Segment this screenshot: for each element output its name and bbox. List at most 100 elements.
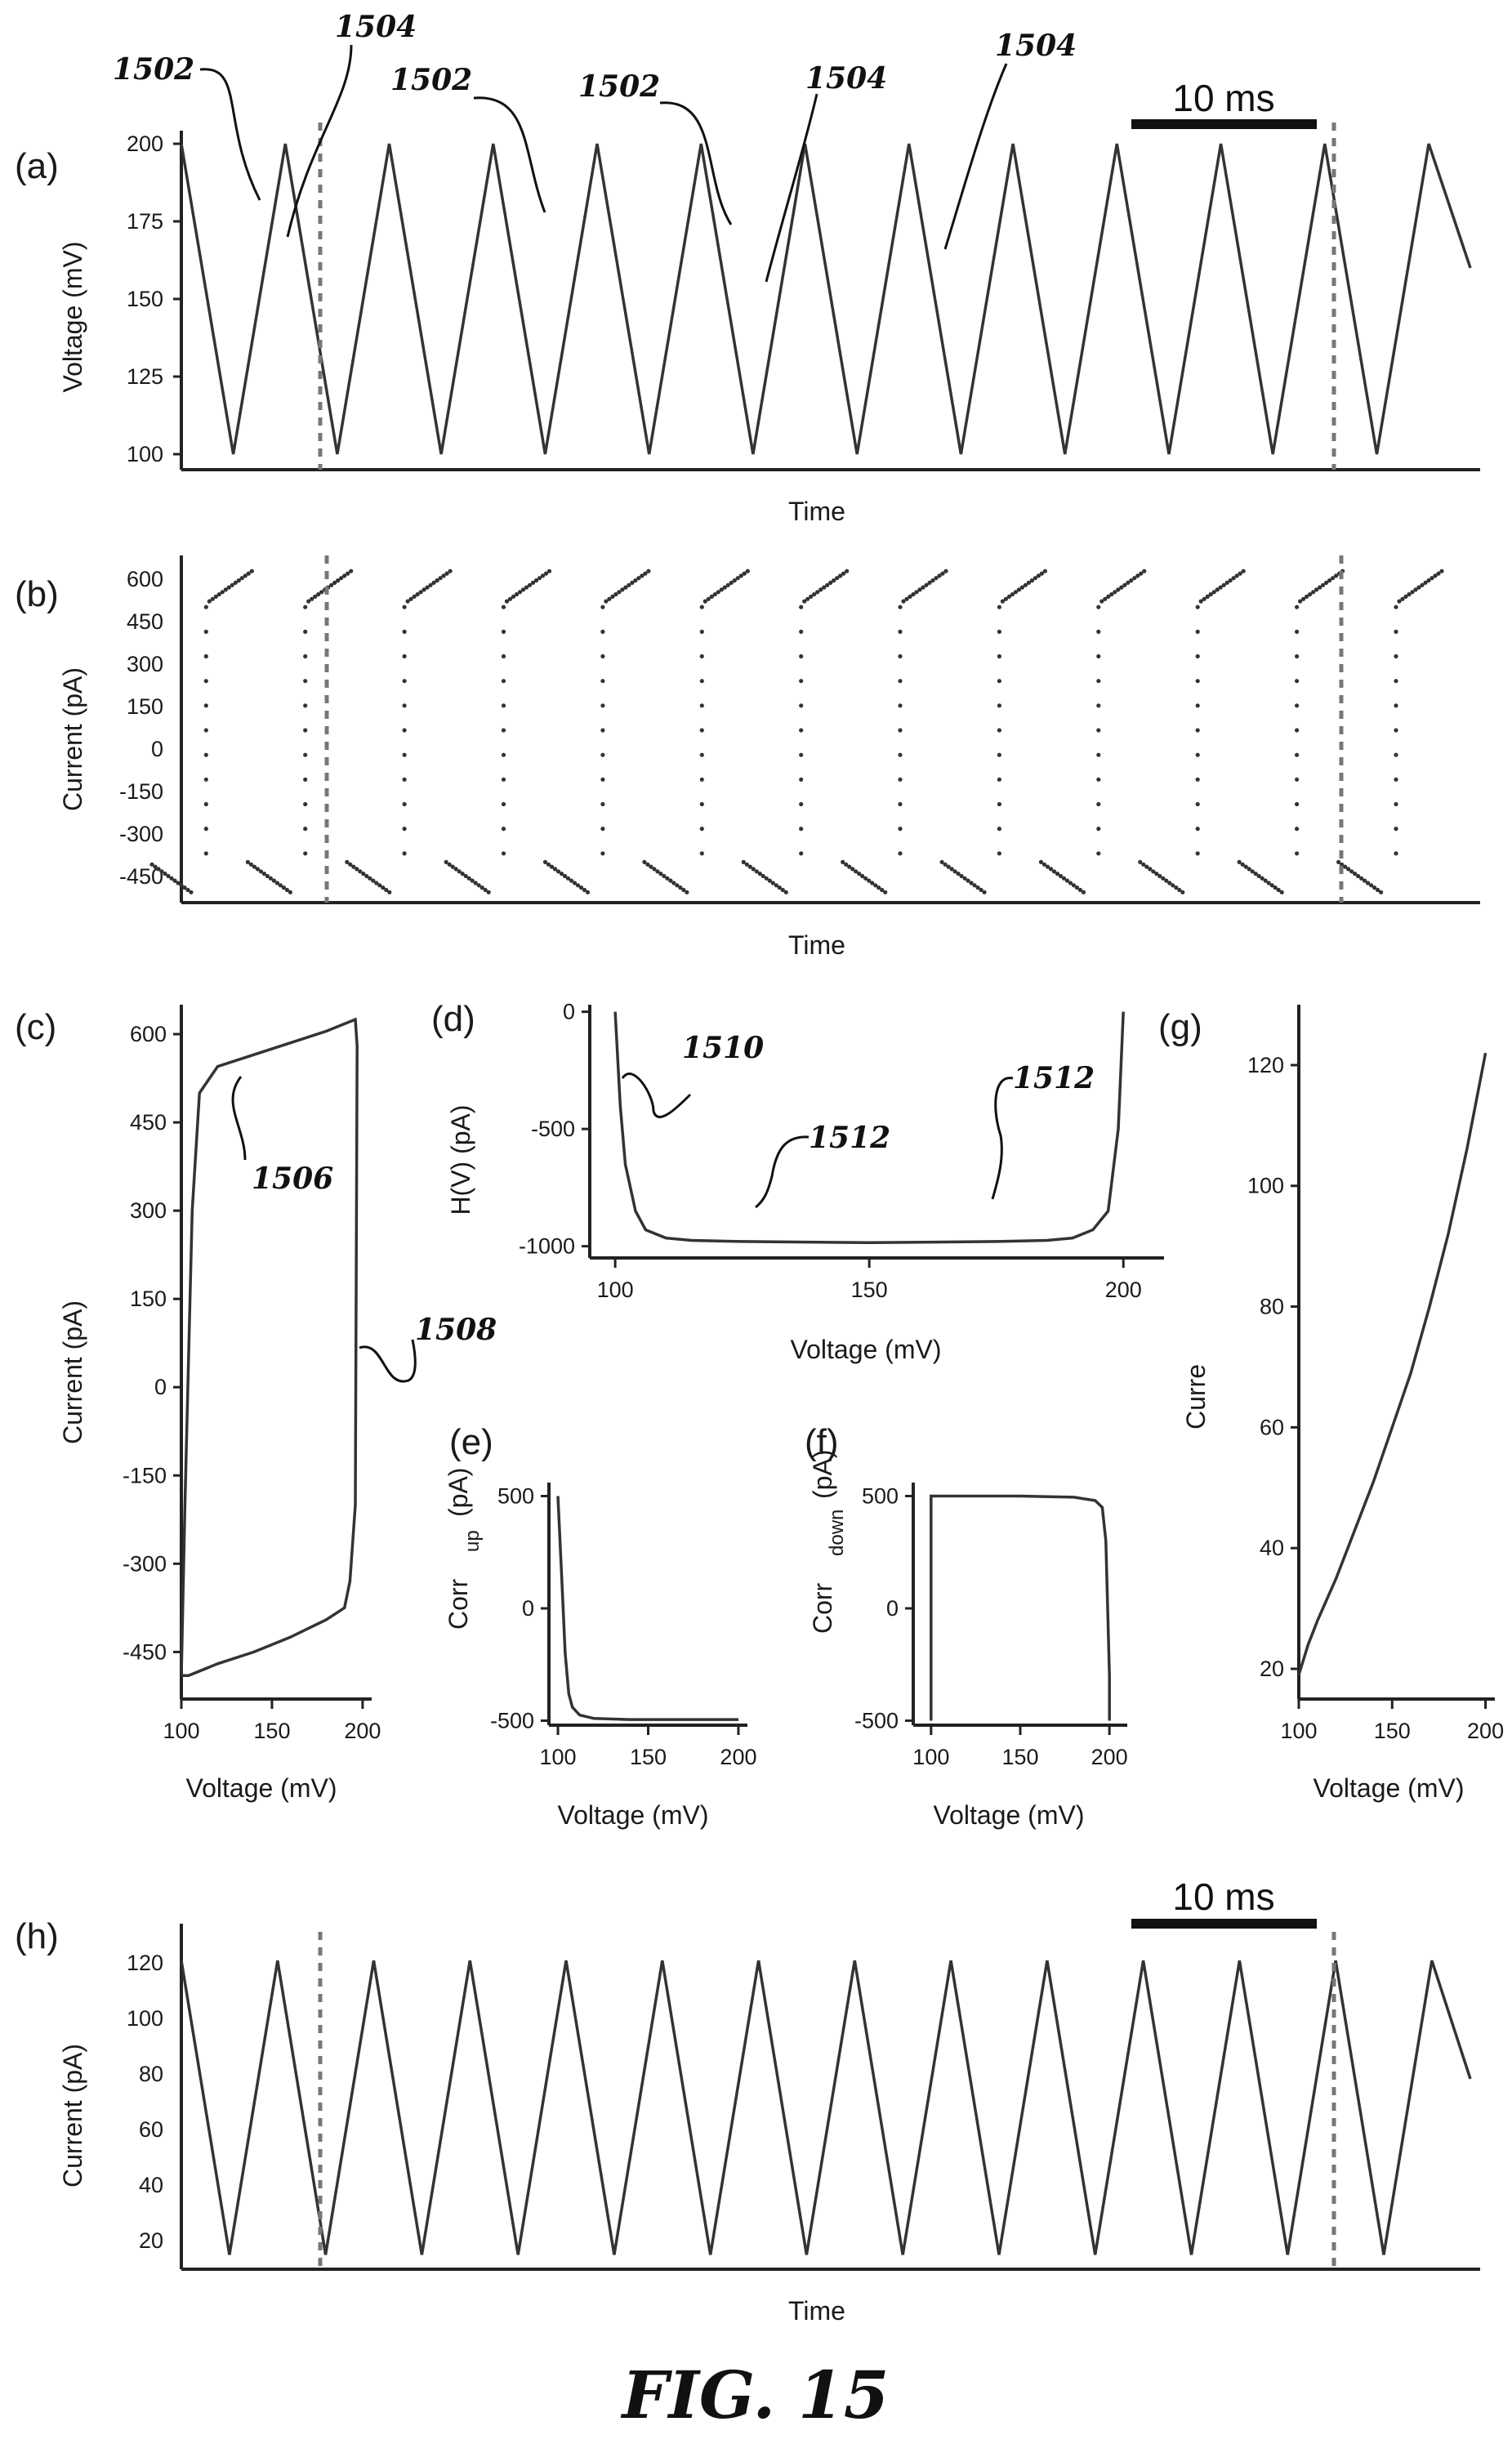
panel-b-point: [288, 890, 292, 894]
panel-b-point: [1331, 576, 1336, 581]
panel-b-point: [1231, 576, 1236, 581]
panel-b-point: [239, 576, 244, 581]
panel-b-point: [329, 582, 334, 587]
y-tick-label: 100: [1247, 1174, 1284, 1198]
panel-b-point: [582, 887, 587, 893]
y-tick-label: 150: [130, 1287, 167, 1311]
panel-b-point: [1295, 653, 1300, 659]
panel-b-point: [699, 604, 704, 609]
panel-b-point: [303, 728, 308, 733]
ref-1502: 1502: [578, 69, 660, 104]
panel-b-point: [1045, 864, 1050, 869]
panel-b-point: [303, 604, 308, 609]
panel-b-point: [600, 777, 605, 782]
panel-b-point: [699, 851, 704, 856]
panel-b-point: [600, 629, 605, 635]
panel-b-point: [1263, 878, 1268, 883]
panel-b-point: [1439, 569, 1444, 573]
panel-c: (c) Current (pA) Voltage (mV) 100 150 200 6…: [15, 1005, 497, 1803]
panel-b-point: [303, 777, 308, 782]
panel-b-point: [520, 587, 526, 592]
panel-b-point: [898, 827, 903, 832]
panel-b-point: [444, 859, 448, 864]
panel-b-label: (b): [15, 574, 59, 614]
panel-b-point: [1161, 876, 1166, 881]
panel-d-label: (d): [431, 999, 475, 1039]
panel-b-point: [1250, 869, 1255, 874]
panel-b-point: [233, 580, 238, 586]
panel-b-point: [501, 777, 506, 782]
x-tick-label: 100: [597, 1278, 634, 1302]
panel-b-point: [997, 801, 1001, 807]
panel-b-point: [799, 653, 804, 659]
panel-b-point: [835, 576, 840, 581]
panel-b-point: [351, 864, 356, 869]
panel-b-point: [799, 801, 804, 807]
panel-b-point: [1243, 864, 1248, 869]
y-tick-label: 40: [1260, 1536, 1284, 1560]
panel-e-label: (e): [449, 1422, 493, 1462]
panel-b-point: [1397, 599, 1402, 604]
panel-f-xlabel: Voltage (mV): [934, 1800, 1085, 1830]
panel-b-point: [226, 585, 231, 590]
panel-b-point: [1363, 878, 1367, 883]
panel-b-point: [1394, 827, 1398, 832]
panel-b-point: [303, 752, 308, 757]
panel-b-point: [600, 827, 605, 832]
panel-b-point: [514, 592, 520, 597]
panel-b-point: [486, 890, 491, 894]
panel-b-point: [1010, 592, 1015, 597]
panel-b-point: [438, 576, 443, 581]
panel-b-point: [930, 578, 935, 583]
panel-b-point: [600, 604, 605, 609]
panel-b-point: [997, 604, 1001, 609]
panel-b-point: [1164, 878, 1169, 883]
leader-line: [755, 1135, 810, 1209]
panel-b-point: [1403, 594, 1408, 600]
panel-b-point: [425, 585, 430, 590]
panel-b-point: [898, 801, 903, 807]
panel-b-point: [1276, 887, 1281, 893]
panel-b-point: [668, 878, 673, 883]
panel-b-point: [243, 573, 248, 578]
panel-b-point: [348, 862, 353, 867]
panel-b-point: [850, 867, 855, 872]
panel-b-point: [828, 580, 833, 586]
panel-e-xlabel: Voltage (mV): [558, 1800, 709, 1830]
panel-b-point: [735, 576, 740, 581]
panel-g-current-curve: [1297, 1052, 1487, 1675]
panel-b-ylabel: Current (pA): [58, 667, 87, 811]
panel-e-ylabel: Corr up (pA): [444, 1468, 484, 1630]
panel-b-point: [1026, 580, 1031, 586]
panel-b-point: [533, 578, 539, 583]
panel-b-point: [1003, 596, 1008, 601]
panel-b-point: [841, 571, 846, 576]
panel-d-ylabel: H(V) (pA): [446, 1104, 475, 1215]
y-tick-label: 0: [522, 1596, 534, 1621]
panel-b-point: [1195, 827, 1200, 832]
panel-b-point: [284, 887, 289, 893]
panel-b-point: [911, 592, 916, 597]
panel-b-point: [163, 872, 167, 876]
leader-line: [286, 44, 353, 238]
panel-b-point: [1366, 881, 1371, 885]
panel-b-point: [1000, 599, 1005, 604]
panel-h: (h) Current (pA) Time 120 100 80 60 40 2…: [15, 1875, 1480, 2326]
panel-b-point: [898, 653, 903, 659]
panel-b-point: [203, 604, 208, 609]
panel-b-point: [374, 881, 379, 885]
panel-b-point: [812, 592, 817, 597]
panel-b-point: [1033, 576, 1037, 581]
panel-b-point: [405, 599, 410, 604]
panel-b-point: [1301, 596, 1306, 601]
panel-b-point: [805, 596, 810, 601]
panel-b-point: [610, 594, 615, 600]
panel-b-point: [1260, 876, 1264, 881]
panel-b-point: [1324, 580, 1329, 586]
panel-b-point: [997, 629, 1001, 635]
panel-b-point: [729, 580, 734, 586]
panel-b-point: [501, 752, 506, 757]
panel-b-point: [1369, 883, 1374, 888]
panel-b-point: [818, 587, 823, 592]
panel-b-point: [444, 571, 449, 576]
